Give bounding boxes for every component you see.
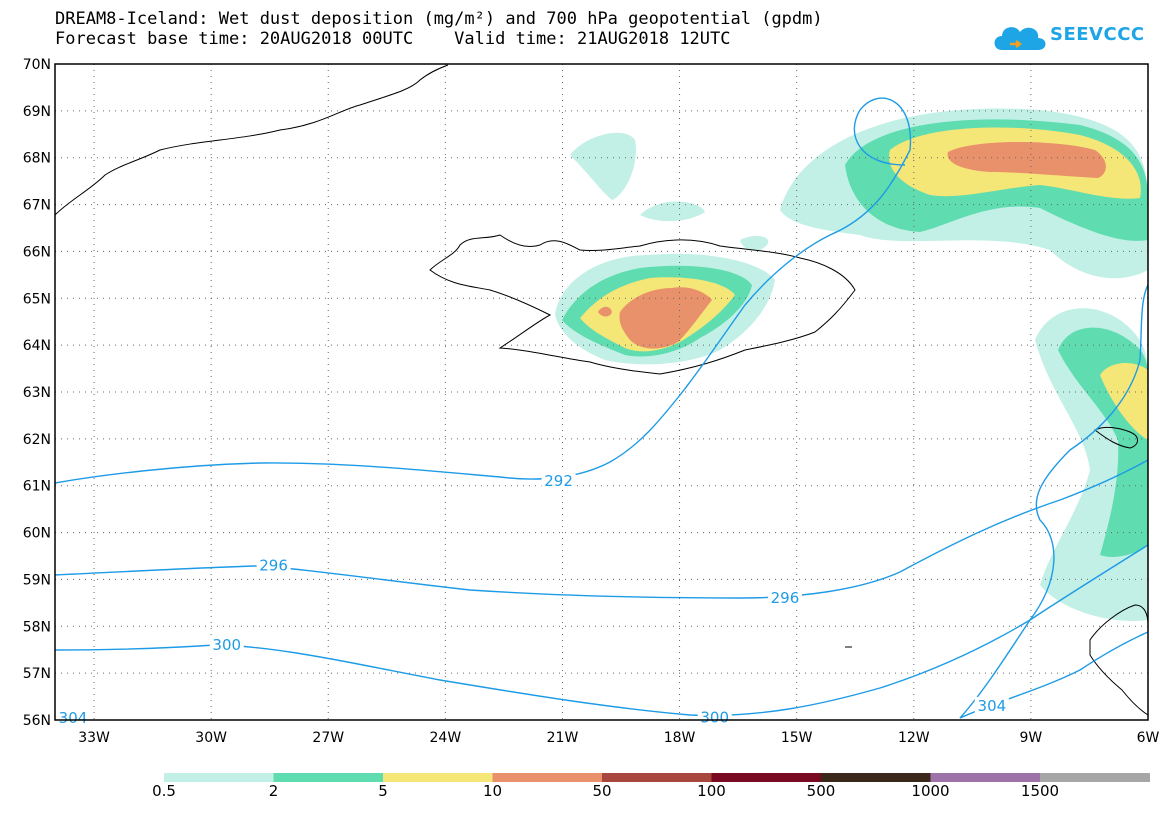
- dust-area-05: [640, 201, 705, 222]
- legend-color-box: [492, 773, 603, 782]
- legend-color-box: [711, 773, 822, 782]
- contour-line: [54, 459, 1149, 599]
- lat-tick-label: 65N: [23, 291, 51, 307]
- map-frame: [54, 63, 1149, 721]
- contour-label-bg: [541, 472, 576, 490]
- contour-label-bg: [767, 589, 802, 607]
- contour-line: [54, 97, 912, 484]
- lat-tick-label: 57N: [23, 666, 51, 682]
- legend-color-box: [1040, 773, 1150, 782]
- cloud-logo-icon: [994, 27, 1046, 50]
- lat-tick-label: 70N: [23, 57, 51, 73]
- legend-color-box: [273, 773, 384, 782]
- lat-tick-label: 61N: [23, 479, 51, 495]
- lon-tick-label: 24W: [430, 730, 462, 746]
- dust-area-10: [598, 306, 612, 317]
- lat-tick-label: 64N: [23, 338, 51, 354]
- lat-tick-label: 66N: [23, 244, 51, 260]
- lat-tick-label: 63N: [23, 385, 51, 401]
- legend-tick-label: 0.5: [152, 782, 176, 800]
- iceland-coast: [429, 234, 856, 375]
- contour-label-bg: [56, 709, 90, 726]
- legend-color-box: [930, 773, 1041, 782]
- greenland-coast: [54, 64, 449, 216]
- map-title: DREAM8-Iceland: Wet dust deposition (mg/…: [55, 9, 823, 29]
- lon-tick-label: 9W: [1020, 730, 1043, 746]
- contour-label-bg: [697, 708, 732, 726]
- dust-area-5: [1100, 363, 1148, 440]
- contour-label: 304: [59, 709, 88, 727]
- lat-tick-label: 68N: [23, 151, 51, 167]
- legend-tick-label: 500: [806, 782, 836, 800]
- dust-area-10: [947, 142, 1106, 178]
- dust-area-05: [570, 132, 636, 200]
- contour-label-bg: [974, 696, 1009, 714]
- lat-tick-label: 58N: [23, 619, 51, 635]
- dust-area-05: [740, 235, 769, 251]
- lat-tick-label: 59N: [23, 572, 51, 588]
- legend-tick-label: 2: [268, 782, 279, 800]
- faroe-shetland-coast: [1094, 426, 1138, 449]
- lat-tick-label: 62N: [23, 432, 51, 448]
- legend-color-box: [602, 773, 712, 782]
- legend-tick-label: 1500: [1020, 782, 1060, 800]
- contour-label-bg: [209, 636, 244, 654]
- forecast-time-subtitle: Forecast base time: 20AUG2018 00UTC Vali…: [55, 29, 731, 49]
- contour-label: 304: [978, 697, 1007, 715]
- lon-tick-label: 30W: [195, 730, 227, 746]
- lon-tick-label: 33W: [78, 730, 110, 746]
- dust-area-10: [619, 287, 712, 349]
- lat-tick-label: 67N: [23, 198, 51, 214]
- legend-color-box: [383, 773, 493, 782]
- contour-label: 300: [212, 636, 241, 654]
- contour-label-bg: [256, 556, 291, 574]
- lon-tick-label: 15W: [781, 730, 813, 746]
- legend-tick-label: 100: [697, 782, 726, 800]
- legend-tick-label: 10: [482, 782, 503, 800]
- contour-labels: 292 296 296 300 300 304 304: [56, 472, 1009, 727]
- contour-line: [959, 284, 1149, 719]
- lon-tick-label: 12W: [898, 730, 930, 746]
- latitude-labels: 56N 57N 58N 59N 60N 61N 62N 63N 64N 65N 66N 67N 68N 6…: [23, 57, 51, 729]
- contour-label: 296: [259, 556, 288, 574]
- graticule: [55, 64, 1148, 720]
- longitude-labels: 33W 30W 27W 24W 21W 18W 15W 12W 9W 6W: [78, 730, 1159, 746]
- contour-label: 300: [700, 709, 729, 727]
- lon-tick-label: 27W: [312, 730, 344, 746]
- lon-tick-label: 21W: [547, 730, 579, 746]
- lat-tick-label: 56N: [23, 713, 51, 729]
- logo-text: SEEVCCC: [1050, 24, 1145, 45]
- legend-tick-label: 1000: [911, 782, 950, 800]
- lat-tick-label: 69N: [23, 104, 51, 120]
- contour-label: 292: [544, 472, 573, 490]
- legend-color-box: [164, 773, 274, 782]
- lon-tick-label: 6W: [1137, 730, 1160, 746]
- legend-tick-label: 50: [592, 782, 612, 800]
- dust-deposition-shading: [555, 108, 1148, 621]
- contour-label: 296: [771, 589, 800, 607]
- legend-tick-label: 5: [378, 782, 388, 800]
- lon-tick-label: 18W: [664, 730, 696, 746]
- lat-tick-label: 60N: [23, 526, 51, 542]
- legend-color-box: [821, 773, 931, 782]
